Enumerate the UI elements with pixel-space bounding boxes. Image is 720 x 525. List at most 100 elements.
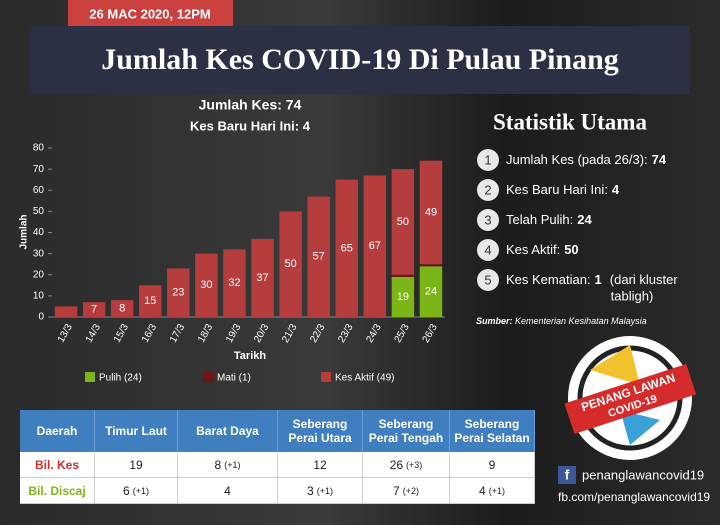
x-tick-label: 22/3 <box>308 322 327 345</box>
data-label: 50 <box>284 258 296 270</box>
bar-segment <box>307 196 330 317</box>
cell-value: 8 <box>214 457 222 472</box>
stats-note: (dari kluster <box>610 272 679 287</box>
bar-segment <box>251 238 274 317</box>
table-cell: 19 <box>95 452 178 478</box>
legend-swatch <box>203 372 213 382</box>
table-cell: 9 <box>450 452 535 478</box>
y-tick-label: 10 <box>33 291 45 302</box>
stats-num: 5 <box>484 272 491 287</box>
stats-label: Kes Kematian: <box>506 272 591 287</box>
stats-label: Kes Baru Hari Ini: <box>506 182 608 197</box>
stats-num-bg <box>477 149 499 171</box>
cell-change: (+1) <box>488 485 505 496</box>
bar-segment <box>82 302 106 317</box>
table-cell: 26 (+3) <box>363 452 450 478</box>
source: Sumber: Kementerian Kesihatan Malaysia <box>476 316 647 326</box>
x-tick-label: 20/3 <box>252 322 271 345</box>
table-header: Daerah <box>20 410 95 452</box>
title-bg <box>30 26 690 94</box>
x-tick-label: 21/3 <box>280 322 299 345</box>
data-label: 67 <box>369 240 381 252</box>
x-tick-label: 15/3 <box>112 322 131 345</box>
stats-label: Jumlah Kes (pada 26/3): <box>506 152 648 167</box>
data-label: 23 <box>172 287 184 299</box>
bar-segment <box>167 268 190 317</box>
data-label: 57 <box>313 251 325 263</box>
y-tick-label: 70 <box>33 164 45 175</box>
data-label: 30 <box>200 279 212 291</box>
table-header: Seberang Perai Utara <box>278 410 363 452</box>
stats-num-bg <box>477 209 499 231</box>
stats-num: 3 <box>484 212 491 227</box>
table-cell: Bil. Kes <box>20 452 95 478</box>
bar-segment <box>110 300 134 317</box>
bar-segment <box>391 276 415 317</box>
x-tick-label: 25/3 <box>393 322 412 345</box>
y-tick-label: 20 <box>33 269 45 280</box>
date-tag: 26 MAC 2020, 12PM <box>89 6 210 21</box>
fb-handle[interactable]: penanglawancovid19 <box>582 467 704 482</box>
date-tag-bg <box>68 0 233 28</box>
stats-value: 4 <box>612 182 620 197</box>
stats-value: 74 <box>652 152 667 167</box>
bar-segment <box>54 306 78 317</box>
x-tick-label: 16/3 <box>140 322 159 345</box>
x-tick-label: 17/3 <box>168 322 187 345</box>
data-label: 15 <box>144 295 156 307</box>
source-label: Sumber: <box>476 316 513 326</box>
y-tick-label: 40 <box>33 227 45 238</box>
bar-segment <box>279 211 302 317</box>
fb-url[interactable]: fb.com/penanglawancovid19 <box>558 490 710 504</box>
chart-title: Jumlah Kes: 74 <box>199 97 302 113</box>
cell-value: 3 <box>307 483 314 498</box>
bar-segment <box>335 179 358 317</box>
badge-shape <box>620 410 660 445</box>
cell-value: 4 <box>479 483 486 498</box>
bar-segment <box>419 266 443 317</box>
badge: PENANG LAWAN COVID-19 <box>564 336 697 460</box>
source-text: Kementerian Kesihatan Malaysia <box>515 316 647 326</box>
x-tick-label: 23/3 <box>336 322 355 345</box>
stats-num-bg <box>477 179 499 201</box>
page-title: Jumlah Kes COVID-19 Di Pulau Pinang <box>101 43 619 76</box>
x-tick-label: 24/3 <box>364 322 383 345</box>
cell-value: 9 <box>488 457 496 472</box>
cell-change: (+1) <box>224 459 241 470</box>
cell-change: (+2) <box>402 485 419 496</box>
stats-title: Statistik Utama <box>493 109 647 134</box>
bar-segment <box>419 264 443 267</box>
fb-icon <box>558 466 576 484</box>
data-label: 50 <box>397 216 409 228</box>
data-label: 65 <box>341 242 353 254</box>
legend-label: Kes Aktif (49) <box>335 373 394 384</box>
cell-value: 12 <box>313 457 327 472</box>
legend-swatch <box>321 372 331 382</box>
y-tick-label: 30 <box>33 248 45 259</box>
y-tick-label: 0 <box>38 312 44 323</box>
badge-banner <box>564 363 697 434</box>
data-label: 37 <box>256 272 268 284</box>
bar-segment <box>391 274 415 277</box>
stats-item: Kes Kematian: 1 (dari kluster <box>506 272 678 287</box>
stats-note: tabligh) <box>611 288 654 303</box>
stats-item: Telah Pulih: 24 <box>506 212 592 227</box>
bar-segment <box>363 175 387 317</box>
bar-segment <box>139 285 162 317</box>
bar-segment <box>419 160 443 265</box>
stats-num-bg <box>477 269 499 291</box>
cell-value: 26 <box>389 457 404 472</box>
x-axis-label: Tarikh <box>234 350 266 362</box>
x-tick-label: 18/3 <box>196 322 215 345</box>
y-tick-label: 60 <box>33 185 45 196</box>
stats-item: Kes Baru Hari Ini: 4 <box>506 182 620 197</box>
table-cell: 4 (+1) <box>450 478 535 504</box>
stats-item: Jumlah Kes (pada 26/3): 74 <box>506 152 667 167</box>
cell-value: 4 <box>224 483 231 498</box>
cell-change: (+1) <box>316 485 333 496</box>
stats-value: 50 <box>564 242 578 257</box>
data-label: 24 <box>425 286 437 298</box>
x-tick-label: 14/3 <box>84 322 103 345</box>
